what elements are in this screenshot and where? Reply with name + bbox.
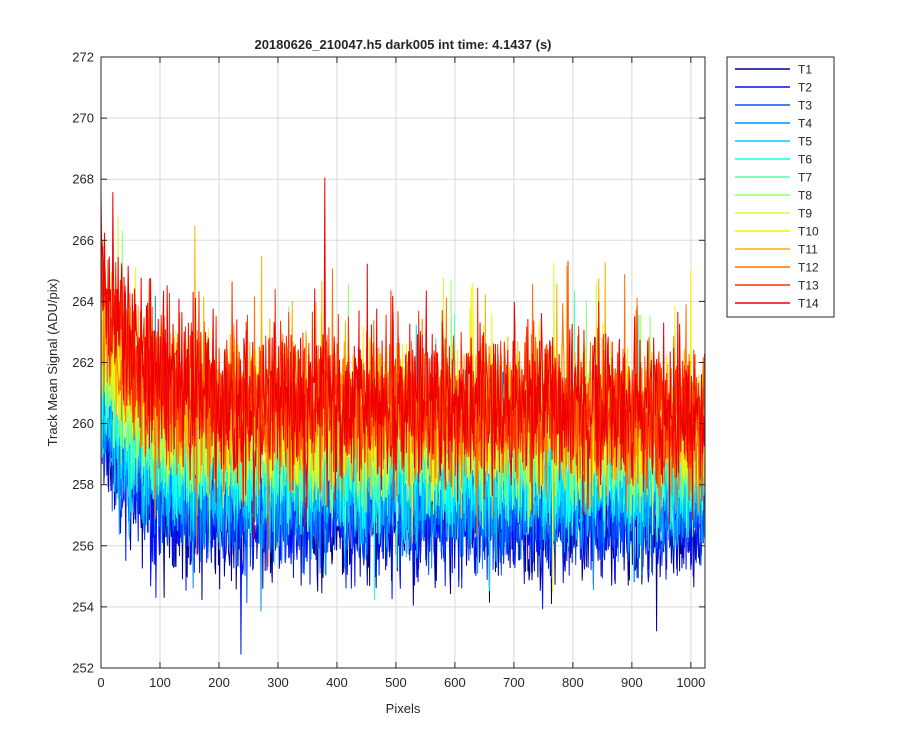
x-tick-label: 400 (326, 675, 348, 690)
x-tick-label: 0 (97, 675, 104, 690)
legend-label: T2 (798, 81, 812, 95)
chart-title: 20180626_210047.h5 dark005 int time: 4.1… (254, 37, 551, 52)
y-tick-label: 254 (72, 599, 94, 614)
legend-label: T14 (798, 297, 819, 311)
x-tick-label: 800 (562, 675, 584, 690)
ticks: 0 100 200 300 400 500 600 700 800 900 1000 252 254 25… (72, 50, 705, 691)
x-tick-label: 600 (444, 675, 466, 690)
legend-label: T11 (798, 243, 818, 257)
legend-box (726, 56, 835, 318)
legend: T1 T2 T3 T4 T5 T6 T7 T8 T9 T10 T11 T12 T13 T14 (726, 56, 835, 318)
series-line-t14 (100, 177, 706, 538)
legend-label: T7 (798, 171, 812, 185)
legend-label: T6 (798, 153, 812, 167)
x-axis-title: Pixels (386, 701, 421, 716)
x-tick-label: 100 (149, 675, 171, 690)
y-tick-label: 270 (72, 111, 94, 126)
y-tick-label: 252 (72, 661, 94, 676)
y-tick-label: 266 (72, 233, 94, 248)
y-tick-label: 262 (72, 355, 94, 370)
legend-label: T10 (798, 225, 819, 239)
legend-label: T3 (798, 99, 812, 113)
y-tick-label: 272 (72, 50, 94, 65)
legend-label: T9 (798, 207, 812, 221)
x-tick-label: 900 (621, 675, 643, 690)
x-tick-label: 700 (503, 675, 525, 690)
y-tick-label: 256 (72, 538, 94, 553)
legend-label: T12 (798, 261, 819, 275)
x-tick-label: 500 (385, 675, 407, 690)
legend-label: T8 (798, 189, 812, 203)
y-tick-label: 264 (72, 294, 94, 309)
legend-label: T5 (798, 135, 812, 149)
legend-label: T4 (798, 117, 812, 131)
y-tick-label: 258 (72, 477, 94, 492)
y-tick-label: 260 (72, 416, 94, 431)
x-tick-label: 200 (208, 675, 230, 690)
y-axis-title: Track Mean Signal (ADU/pix) (45, 279, 60, 447)
legend-label: T13 (798, 279, 819, 293)
legend-label: T1 (798, 63, 812, 77)
x-tick-label: 300 (267, 675, 289, 690)
x-tick-label: 1000 (676, 675, 705, 690)
y-tick-label: 268 (72, 172, 94, 187)
series-layer (100, 177, 706, 655)
